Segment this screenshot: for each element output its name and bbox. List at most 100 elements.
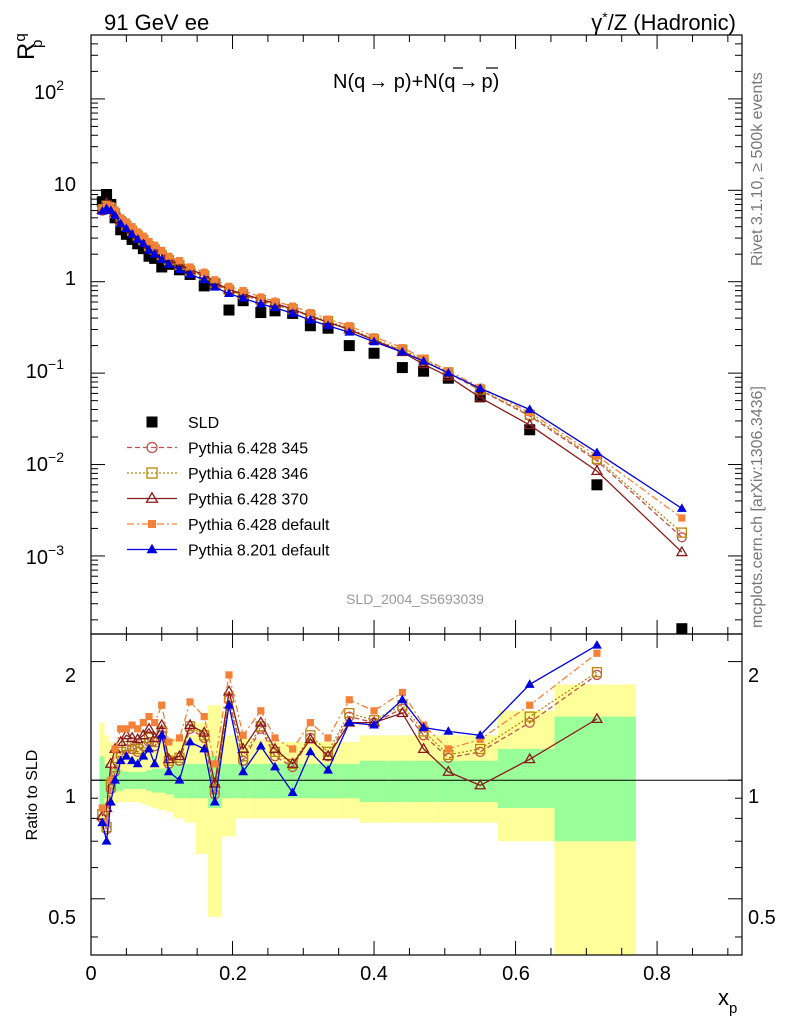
ratio-point — [138, 751, 149, 760]
ratio-point — [270, 761, 280, 771]
ratio-point — [304, 732, 317, 744]
ratio-point — [101, 836, 112, 845]
ratio-point — [526, 701, 534, 709]
data-point — [156, 254, 167, 263]
xtick-0.4: 0.4 — [360, 963, 388, 985]
legend-item: Pythia 6.428 345 — [127, 441, 308, 458]
band-inner — [388, 760, 413, 803]
ratio-point — [132, 743, 143, 755]
ytick-1: 1 — [65, 268, 76, 290]
pbar: p — [481, 71, 492, 93]
ratio-point — [524, 711, 535, 722]
data-point — [304, 320, 316, 332]
data-point — [211, 276, 219, 284]
ratio-point — [239, 731, 247, 739]
xtick-0: 0 — [85, 963, 96, 985]
series-4 — [98, 200, 686, 522]
band-inner — [99, 756, 105, 809]
ratio-point — [117, 725, 125, 733]
ratio-point — [151, 719, 159, 727]
legend-marker — [145, 491, 159, 503]
ratio-point — [134, 725, 142, 733]
ratio-point — [183, 718, 197, 730]
band-inner — [497, 748, 555, 809]
ratio-point — [271, 734, 279, 742]
ratio-point — [257, 707, 265, 715]
ratio-point — [149, 758, 160, 768]
rivet-version-label: Rivet 3.1.10, ≥ 500k events — [749, 72, 766, 266]
data-point — [418, 365, 430, 377]
ratio-point — [139, 719, 147, 727]
ratio-point — [163, 766, 174, 776]
band-inner — [554, 716, 636, 842]
ratio-point — [344, 717, 355, 726]
ratio-point — [184, 721, 196, 732]
ytick-0.001: 10−3 — [26, 542, 64, 569]
ratio-plot-area — [91, 640, 742, 955]
data-point — [345, 322, 353, 330]
data-point — [145, 237, 153, 246]
ratio-point — [323, 765, 333, 774]
data-point — [523, 418, 536, 430]
data-point — [134, 228, 142, 236]
ratio-point — [289, 745, 297, 753]
band-inner — [165, 767, 174, 795]
data-point — [591, 479, 603, 491]
data-point — [110, 210, 121, 219]
data-point — [396, 362, 408, 374]
data-point — [117, 214, 125, 222]
data-point — [139, 232, 147, 240]
legend-label: Pythia 6.428 370 — [188, 492, 308, 509]
data-point — [127, 229, 137, 238]
ratio-point — [475, 743, 486, 755]
data-point — [111, 206, 119, 214]
header-right: γ*/Z (Hadronic) — [591, 9, 736, 35]
xtick-0.6: 0.6 — [502, 963, 530, 985]
ratio-point — [286, 757, 299, 768]
data-point — [474, 391, 487, 402]
data-point — [200, 268, 208, 276]
legend-item: SLD — [146, 415, 219, 432]
ratio-point — [142, 722, 156, 733]
header-left: 91 GeV ee — [104, 10, 209, 35]
band-inner — [282, 763, 304, 799]
ratio-point — [107, 776, 115, 784]
ratio-point — [114, 735, 127, 747]
data-point — [271, 297, 279, 305]
ratio-series-4 — [97, 640, 602, 845]
data-point — [185, 269, 196, 278]
main-plot-area — [96, 188, 688, 635]
data-point — [524, 404, 535, 413]
ratio-point — [238, 766, 249, 776]
data-point — [137, 243, 149, 255]
data-point — [287, 308, 298, 317]
legend-item: Pythia 6.428 default — [127, 517, 330, 534]
data-point — [163, 259, 174, 268]
data-point — [475, 383, 486, 392]
ratio-point — [148, 731, 161, 742]
data-point — [344, 327, 355, 336]
ratio-ytick-right-0.5: 0.5 — [748, 907, 776, 929]
band-inner — [221, 763, 237, 799]
ratio-point — [254, 716, 267, 727]
data-point — [121, 223, 132, 233]
ratio-point — [120, 728, 133, 740]
band-inner — [338, 763, 360, 799]
data-point — [101, 188, 113, 200]
data-point — [255, 307, 267, 319]
ratio-point — [173, 749, 186, 761]
data-point — [115, 224, 127, 236]
xtick-0.8: 0.8 — [643, 963, 671, 985]
data-point — [105, 205, 116, 214]
ratio-point — [110, 775, 121, 784]
ratio-point — [475, 730, 486, 739]
ratio-point — [144, 743, 154, 753]
ratio-point — [111, 745, 119, 753]
ratio-point — [418, 722, 429, 731]
legend-label: Pythia 6.428 346 — [188, 466, 308, 483]
data-point — [158, 246, 166, 255]
ratio-point — [590, 712, 604, 724]
data-point — [397, 346, 408, 356]
data-point — [239, 286, 247, 295]
